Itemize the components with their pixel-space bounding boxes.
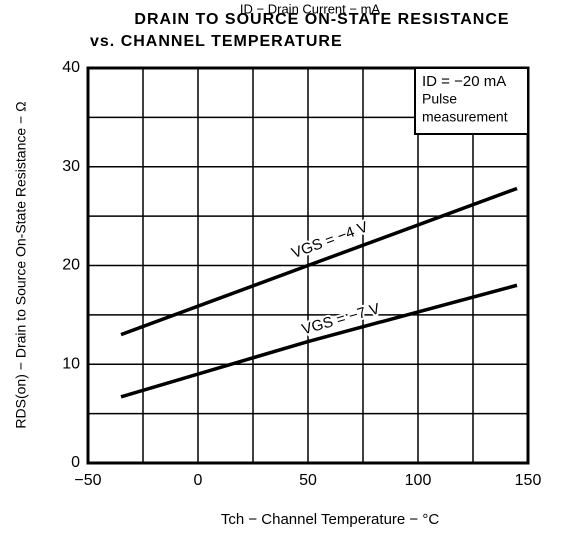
plot-frame xyxy=(86,66,530,465)
x-tick-label: 50 xyxy=(299,472,317,489)
chart-title: vs. CHANNEL TEMPERATURE xyxy=(90,33,343,50)
y-tick-label: 40 xyxy=(62,59,80,76)
y-tick-label: 0 xyxy=(71,454,80,471)
annotation-box xyxy=(414,67,529,135)
x-axis-label: Tch − Channel Temperature − °C xyxy=(221,511,440,528)
y-tick-label: 20 xyxy=(62,257,80,274)
y-axis-label: RDS(on) − Drain to Source On-State Resis… xyxy=(13,101,29,428)
x-tick-label: 100 xyxy=(405,472,432,489)
annotation: ID = −20 mA xyxy=(422,73,506,90)
annotation: measurement xyxy=(422,109,508,125)
series-line xyxy=(120,186,518,337)
series-line xyxy=(120,283,518,399)
x-tick-label: 150 xyxy=(515,472,542,489)
x-tick-label: 0 xyxy=(194,472,203,489)
y-tick-label: 10 xyxy=(62,355,80,372)
annotation: Pulse xyxy=(422,91,457,107)
x-tick-label: −50 xyxy=(74,472,101,489)
chart-title: DRAIN TO SOURCE ON-STATE RESISTANCE xyxy=(134,11,509,28)
header-note: ID − Drain Current − mA xyxy=(240,1,380,16)
y-tick-label: 30 xyxy=(62,158,80,175)
